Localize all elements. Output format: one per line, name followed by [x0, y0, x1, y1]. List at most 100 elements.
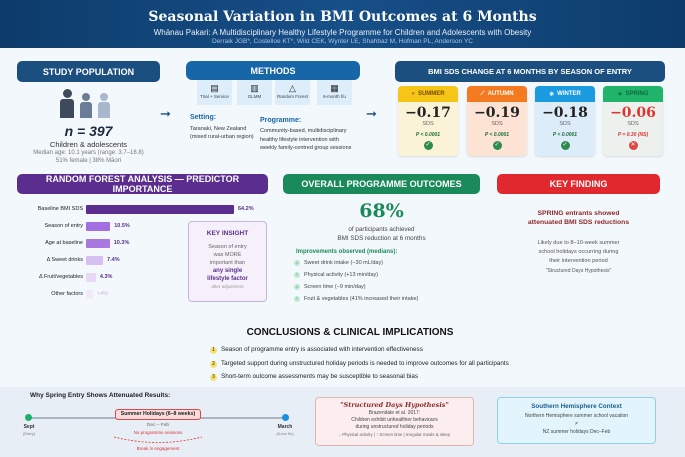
season-p-value: P < 0.0001 [484, 132, 510, 138]
improvement-item: ↓ Sweet drink intake (−30 mL/day) [294, 260, 383, 266]
clipboard-icon: ▤ [210, 83, 219, 93]
hypothesis-text: Children exhibit unhealthier behaviours [351, 417, 438, 423]
season-value: −0.06 [610, 105, 656, 121]
season-name: SUMMER [417, 91, 445, 97]
population-header: STUDY POPULATION [17, 61, 160, 82]
conclusion-item: 2 Targeted support during unstructured ho… [210, 360, 509, 368]
seasons-header: BMI SDS CHANGE AT 6 MONTHS BY SEASON OF … [395, 61, 665, 82]
break-in-engagement: Break in engagement [136, 446, 180, 451]
season-value: −0.18 [542, 105, 588, 121]
predictor-label: Season of entry [44, 223, 83, 229]
hypothesis-text: during unstructured holiday periods [355, 424, 434, 430]
finding-line: Likely due to 8–10-week summer [537, 240, 620, 246]
hypothesis-text: Brazendale et al. 2017: [368, 410, 421, 416]
southern-context-box: Southern Hemisphere Context Northern Hem… [497, 397, 656, 444]
setting-text: Taranaki, New Zealand (mixed rural-urban… [190, 126, 254, 140]
season-p-value: P = 0.30 (NS) [617, 132, 649, 138]
header: Seasonal Variation in BMI Outcomes at 6 … [0, 0, 685, 48]
improvement-item: ↑ Physical activity (+13 min/day) [294, 272, 378, 278]
number-badge: 3 [210, 374, 217, 381]
improvement-text: Physical activity (+13 min/day) [304, 272, 379, 278]
insight-text: important than [209, 260, 246, 266]
improvement-item: ↓ Screen time (−9 min/day) [294, 284, 366, 290]
outcome-percent: 68% [359, 200, 404, 222]
season-unit: SDS [559, 121, 571, 127]
finding-line: school holidays occurring during [538, 249, 619, 255]
southern-title: Southern Hemisphere Context [531, 403, 622, 410]
predictor-label: Other factors [51, 291, 83, 297]
improvements-title: Improvements observed (medians): [296, 249, 398, 255]
season-unit: SDS [422, 121, 434, 127]
finding-body: Likely due to 8–10-week summer school hol… [497, 239, 660, 266]
number-badge: 2 [210, 361, 217, 368]
season-header: ● SUMMER [398, 86, 458, 102]
predictor-bar [86, 239, 110, 248]
season-card-summer: ● SUMMER −0.17 SDS P < 0.0001 ✓ [398, 86, 458, 156]
improvement-text: Screen time (−9 min/day) [304, 284, 366, 290]
season-card-winter: ✳ WINTER −0.18 SDS P < 0.0001 ✓ [535, 86, 595, 156]
predictor-bar [86, 205, 234, 214]
number-badge: 1 [210, 347, 217, 354]
method-random-forest: △ Random Forest [275, 80, 310, 105]
season-card-spring: ✦ SPRING −0.06 SDS P = 0.30 (NS) ✕ [603, 86, 663, 156]
population-age: Median age: 10.1 years (range: 3.7–16.8) [33, 150, 144, 156]
timeline-title: Why Spring Entry Shows Attenuated Result… [30, 392, 171, 399]
timeline-end-sub: (6-mo f/u) [276, 431, 294, 436]
method-label: Random Forest [276, 94, 308, 99]
insight-note: after adjustment [211, 284, 244, 289]
calendar-icon: ▦ [330, 83, 339, 93]
method-followup: ▦ 6-month f/u [317, 80, 352, 105]
outcome-text: of participants achieved [348, 226, 415, 233]
predictor-label: Baseline BMI SDS [37, 206, 83, 212]
season-p-value: P < 0.0001 [552, 132, 578, 138]
people-icon [60, 86, 120, 118]
season-header: ✦ SPRING [603, 86, 663, 102]
population-demographics: 51% female | 38% Māori [55, 158, 122, 164]
population-desc: Children & adolescents [49, 140, 128, 149]
season-unit: SDS [491, 121, 503, 127]
southern-text: ≠ [575, 421, 578, 427]
predictor-bar [86, 290, 93, 299]
arrow-up-icon: ↑ [294, 272, 300, 278]
conclusions-title: CONCLUSIONS & CLINICAL IMPLICATIONS [246, 327, 454, 338]
season-header: ✳ WINTER [535, 86, 595, 102]
finding-hypothesis: "Structured Days Hypothesis" [545, 268, 612, 274]
setting-title: Setting: [190, 114, 217, 121]
predictor-bar [86, 273, 96, 282]
season-card-autumn: ⟋ AUTUMN −0.19 SDS P < 0.0001 ✓ [467, 86, 527, 156]
outcomes-header: OVERALL PROGRAMME OUTCOMES [283, 174, 480, 194]
predictor-label: Age at baseline [45, 240, 83, 246]
summer-holidays-box: Summer Holidays (6–8 weeks) [115, 409, 201, 420]
improvement-text: Sweet drink intake (−30 mL/day) [304, 260, 384, 266]
dashed-arc [113, 436, 203, 443]
conclusion-text: Season of programme entry is associated … [221, 346, 423, 353]
flower-icon: ✦ [617, 91, 623, 98]
check-icon: ✓ [560, 141, 570, 150]
check-icon: ✓ [492, 141, 502, 150]
method-trial: ▤ Trial + Service [197, 80, 232, 105]
methods-header: METHODS [186, 61, 360, 80]
check-icon: ✓ [423, 141, 433, 150]
season-name: WINTER [557, 91, 581, 97]
page-title: Seasonal Variation in BMI Outcomes at 6 … [148, 9, 537, 25]
finding-line: their intervention period [549, 258, 608, 264]
method-label: GLMM [247, 94, 262, 99]
conclusion-text: Targeted support during unstructured hol… [221, 360, 509, 367]
hypothesis-title: "Structured Days Hypothesis" [340, 401, 449, 409]
season-value: −0.19 [474, 105, 520, 121]
predictor-bar [86, 256, 104, 265]
timeline-start-sub: (Entry) [23, 431, 35, 436]
arrow-down-icon: ↓ [294, 284, 300, 290]
method-label: 6-month f/u [323, 94, 346, 99]
insight-emphasis: lifestyle factor [207, 276, 248, 282]
sample-size: n = 397 [64, 123, 113, 139]
sun-icon: ● [411, 91, 415, 97]
season-p-value: P < 0.0001 [415, 132, 441, 138]
season-name: SPRING [625, 91, 649, 97]
hypothesis-box: "Structured Days Hypothesis" Brazendale … [315, 397, 474, 446]
holiday-months: Dec – Feb [146, 423, 170, 428]
arrow-down-icon: ↓ [294, 260, 300, 266]
programme-title: Programme: [260, 117, 302, 124]
conclusion-item: 3 Short-term outcome assessments may be s… [210, 373, 418, 381]
finding-line: attenuated BMI SDS reductions [527, 219, 630, 226]
